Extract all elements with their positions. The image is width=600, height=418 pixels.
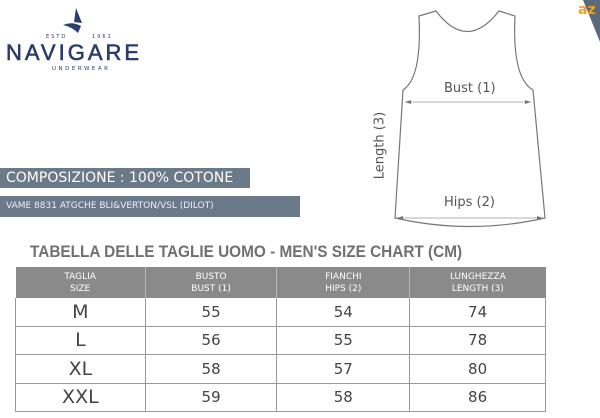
bust-cell: 58 [145, 354, 278, 384]
logo-est: ESTD [46, 34, 68, 40]
logo-year: 1961 [92, 34, 113, 40]
header-hips: FIANCHI HIPS (2) [276, 267, 411, 298]
hips-cell: 57 [276, 354, 411, 384]
table-row: XXL 59 58 86 [15, 383, 546, 412]
size-cell: XXL [15, 383, 146, 412]
hips-cell: 58 [276, 383, 411, 412]
hips-label: Hips (2) [444, 195, 495, 210]
corner-badge: az [578, 2, 596, 18]
length-cell: 80 [409, 354, 546, 384]
length-cell: 86 [409, 383, 546, 412]
size-chart-title: TABELLA DELLE TAGLIE UOMO - MEN'S SIZE C… [30, 243, 463, 261]
length-cell: 74 [409, 298, 546, 327]
size-table: TAGLIA SIZE BUSTO BUST (1) FIANCHI HIPS (2)… [15, 267, 546, 412]
table-row: M 55 54 74 [15, 298, 546, 327]
bust-cell: 55 [145, 298, 278, 327]
corner-ribbon [583, 0, 600, 42]
bust-cell: 56 [145, 326, 278, 355]
hips-cell: 55 [276, 326, 411, 355]
logo-subtitle: UNDERWEAR [52, 66, 111, 72]
table-row: XL 58 57 80 [15, 354, 546, 384]
tank-top-diagram [394, 0, 600, 228]
sail-logo-icon [63, 8, 82, 33]
logo-brand: NAVIGARE [6, 40, 143, 66]
header-length: LUNGHEZZA LENGTH (3) [409, 267, 546, 298]
size-cell: XL [15, 354, 146, 384]
bust-cell: 59 [145, 383, 278, 412]
care-banner: VAME 8831 ATGCHE BLI&VERTON/VSL (DILOT) [0, 196, 300, 217]
length-label: Length (3) [372, 111, 388, 180]
hips-cell: 54 [276, 298, 411, 327]
table-row: L 56 55 78 [15, 326, 546, 355]
table-header: TAGLIA SIZE BUSTO BUST (1) FIANCHI HIPS (2)… [15, 267, 546, 298]
composition-banner: COMPOSIZIONE : 100% COTONE [0, 168, 250, 188]
header-size: TAGLIA SIZE [15, 267, 146, 298]
bust-label: Bust (1) [444, 81, 496, 96]
size-cell: L [15, 326, 146, 355]
header-bust: BUSTO BUST (1) [145, 267, 278, 298]
size-cell: M [15, 298, 146, 327]
length-cell: 78 [409, 326, 546, 355]
